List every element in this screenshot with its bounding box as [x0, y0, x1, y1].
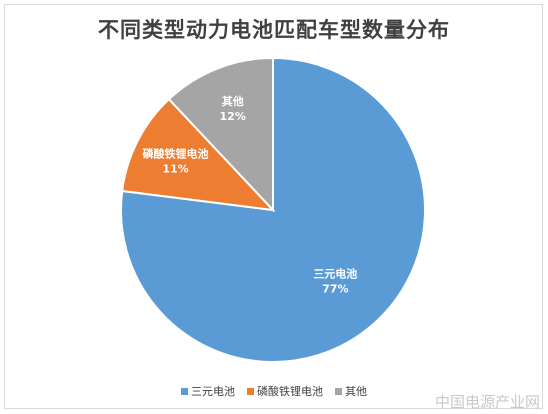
chart-legend: 三元电池 磷酸铁锂电池 其他 [0, 383, 548, 399]
pie-slice-1 [121, 97, 276, 212]
pie-labels: 三元电池 77% 磷酸铁锂电池 11% 其他 12% [142, 94, 357, 295]
legend-item-ternary: 三元电池 [181, 383, 235, 399]
slice-value-label: 12% [220, 110, 246, 123]
slice-category-label: 磷酸铁锂电池 [142, 146, 208, 160]
chart-title: 不同类型动力电池匹配车型数量分布 [98, 18, 450, 42]
pie-slice-0 [120, 56, 426, 363]
legend-label: 三元电池 [191, 385, 235, 398]
legend-swatch [247, 387, 254, 395]
slice-category-label: 其他 [222, 94, 244, 108]
legend-item-lfp: 磷酸铁锂电池 [247, 383, 323, 399]
slice-category-label: 三元电池 [313, 267, 357, 281]
legend-item-other: 其他 [335, 383, 367, 399]
pie-slices [120, 56, 426, 363]
legend-label: 其他 [345, 385, 367, 398]
legend-label: 磷酸铁锂电池 [257, 385, 323, 398]
slice-value-label: 77% [322, 283, 348, 296]
legend-swatch [335, 387, 342, 395]
watermark: 中国电源产业网 [434, 393, 540, 411]
pie-slice-2 [167, 56, 274, 213]
slice-value-label: 11% [162, 162, 188, 175]
legend-swatch [181, 387, 188, 395]
